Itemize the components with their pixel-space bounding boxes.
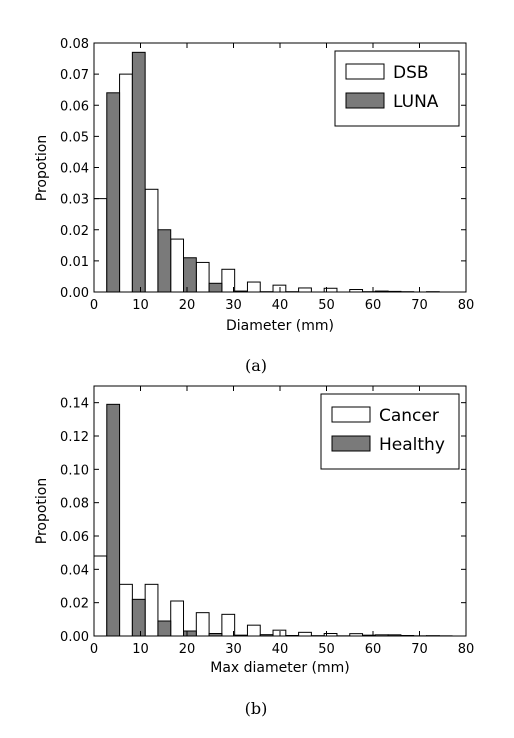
- chart-a-bar-dsb: [273, 285, 286, 292]
- chart-b-xlabel: Max diameter (mm): [210, 660, 350, 676]
- chart-b-xtick-label: 30: [225, 642, 242, 657]
- chart-b-ytick-label: 0.00: [60, 630, 89, 645]
- chart-b: Propotion Max diameter (mm) (b) 0 10 20 30 4…: [34, 386, 474, 718]
- chart-b-bar-cancer: [94, 556, 107, 636]
- chart-b-bar-healthy: [132, 599, 145, 636]
- chart-b-xtick-label: 50: [318, 642, 335, 657]
- chart-b-ytick-label: 0.10: [60, 463, 89, 478]
- chart-a-ytick-label: 0.06: [60, 99, 89, 114]
- chart-a-xtick-label: 50: [318, 298, 335, 313]
- chart-b-ytick-label: 0.04: [60, 563, 89, 578]
- chart-b-xtick-label: 0: [90, 642, 98, 657]
- chart-b-bar-cancer: [247, 625, 260, 636]
- chart-b-caption: (b): [245, 699, 268, 718]
- chart-a-bar-luna: [107, 93, 120, 292]
- chart-a-bar-luna: [209, 283, 222, 292]
- chart-a-xtick-label: 0: [90, 298, 98, 313]
- chart-b-bar-cancer: [196, 613, 209, 636]
- chart-a-xlabel: Diameter (mm): [226, 318, 334, 334]
- chart-b-xtick-label: 20: [179, 642, 196, 657]
- chart-a-xtick-label: 10: [132, 298, 149, 313]
- chart-b-legend-label-healthy: Healthy: [379, 435, 445, 455]
- chart-b-ytick-label: 0.02: [60, 597, 89, 612]
- chart-b-xtick-label: 80: [458, 642, 475, 657]
- chart-b-xtick-label: 70: [411, 642, 428, 657]
- chart-b-xtick-label: 40: [272, 642, 289, 657]
- chart-a-bar-dsb: [145, 189, 158, 292]
- chart-a-ylabel: Propotion: [34, 135, 50, 201]
- chart-a-xtick-label: 30: [225, 298, 242, 313]
- chart-a-ytick-label: 0.01: [60, 255, 89, 270]
- chart-a-ytick-label: 0.00: [60, 286, 89, 301]
- chart-b-ytick-label: 0.12: [60, 430, 89, 445]
- chart-a-bar-dsb: [120, 74, 133, 292]
- chart-b-legend: Cancer Healthy: [321, 394, 459, 469]
- chart-a-caption: (a): [245, 356, 267, 375]
- chart-b-bar-healthy: [158, 621, 171, 636]
- chart-b-ytick-label: 0.08: [60, 497, 89, 512]
- chart-a-bar-luna: [132, 52, 145, 292]
- chart-a-legend: DSB LUNA: [335, 51, 459, 126]
- chart-b-xtick-label: 60: [365, 642, 382, 657]
- chart-b-bar-cancer: [145, 584, 158, 636]
- chart-b-ytick-label: 0.14: [60, 397, 89, 412]
- chart-a-ytick-label: 0.05: [60, 130, 89, 145]
- chart-a: Propotion Diameter (mm) (a) 0 10 20 30 40 50 6…: [34, 37, 474, 375]
- chart-a-ytick-label: 0.08: [60, 37, 89, 52]
- chart-a-xtick-label: 40: [272, 298, 289, 313]
- chart-b-bar-cancer: [299, 632, 312, 636]
- chart-a-xtick-label: 60: [365, 298, 382, 313]
- chart-b-ytick-label: 0.06: [60, 530, 89, 545]
- chart-a-bar-dsb: [196, 262, 209, 292]
- chart-a-bar-luna: [184, 258, 197, 292]
- chart-a-ytick-label: 0.03: [60, 193, 89, 208]
- chart-a-bar-dsb: [247, 282, 260, 292]
- chart-a-legend-label-dsb: DSB: [393, 63, 429, 83]
- chart-a-legend-swatch-luna: [346, 93, 384, 108]
- chart-a-ytick-label: 0.04: [60, 162, 89, 177]
- chart-a-xtick-label: 20: [179, 298, 196, 313]
- chart-b-bar-cancer: [222, 614, 235, 636]
- chart-a-ytick-label: 0.07: [60, 68, 89, 83]
- chart-a-bar-dsb: [299, 288, 312, 292]
- chart-b-bar-cancer: [120, 584, 133, 636]
- chart-b-legend-swatch-cancer: [332, 407, 370, 422]
- chart-a-bar-dsb: [222, 269, 235, 292]
- chart-b-bar-healthy: [107, 404, 120, 636]
- chart-b-bar-cancer: [171, 601, 184, 636]
- chart-b-xtick-label: 10: [132, 642, 149, 657]
- chart-a-bar-dsb: [171, 239, 184, 292]
- chart-b-bar-cancer: [273, 630, 286, 636]
- chart-a-bar-luna: [158, 230, 171, 292]
- chart-b-bar-healthy: [184, 631, 197, 636]
- chart-a-xtick-label: 80: [458, 298, 475, 313]
- chart-a-legend-label-luna: LUNA: [393, 92, 439, 112]
- chart-a-legend-swatch-dsb: [346, 64, 384, 79]
- chart-b-legend-label-cancer: Cancer: [379, 406, 439, 426]
- chart-a-ytick-label: 0.02: [60, 224, 89, 239]
- chart-a-xtick-label: 70: [411, 298, 428, 313]
- chart-b-legend-swatch-healthy: [332, 436, 370, 451]
- chart-a-bar-dsb: [94, 199, 107, 292]
- chart-b-ylabel: Propotion: [34, 478, 50, 544]
